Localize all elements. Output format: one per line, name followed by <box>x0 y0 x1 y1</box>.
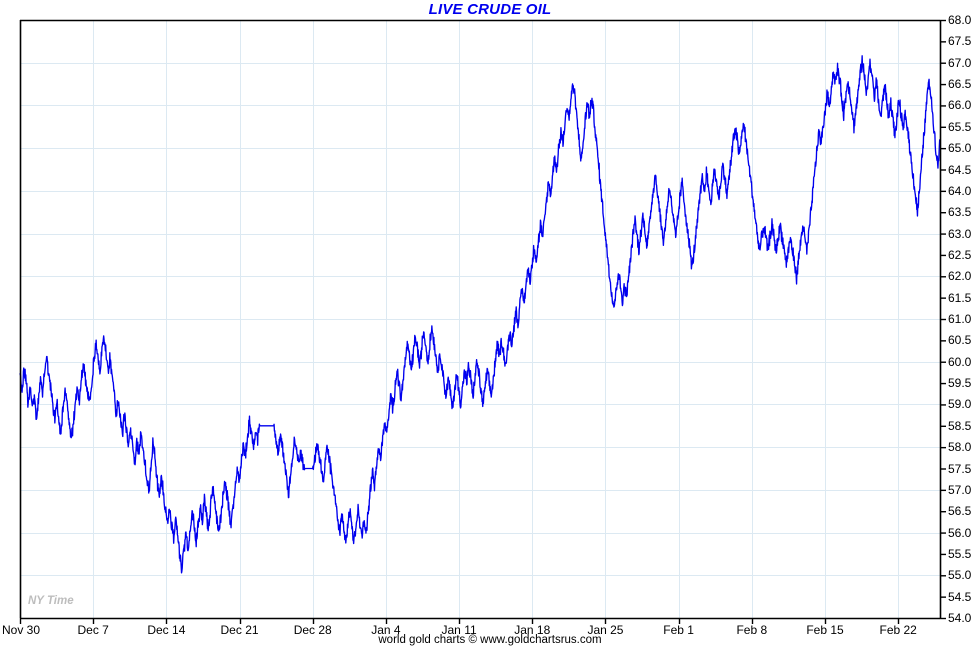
y-axis-tick-label: 62.0 <box>948 269 972 284</box>
x-axis-tick-label: Feb 8 <box>736 623 768 637</box>
y-axis-tick-label: 65.5 <box>948 119 972 134</box>
y-axis-tick-label: 57.5 <box>948 461 972 476</box>
x-axis-tick-label: Feb 1 <box>663 623 694 637</box>
x-axis-tick-label: Feb 15 <box>806 623 844 637</box>
y-axis-tick-label: 61.0 <box>948 312 972 326</box>
y-axis-tick-label: 62.5 <box>948 247 972 262</box>
y-axis-tick-label: 55.5 <box>948 546 972 561</box>
y-axis-tick-label: 54.0 <box>948 611 972 625</box>
y-axis-tick-label: 54.5 <box>948 589 972 604</box>
footer-credit: world gold charts © www.goldchartsrus.co… <box>378 634 602 646</box>
y-axis-tick-label: 59.0 <box>948 397 972 412</box>
y-axis-tick-label: 66.5 <box>948 77 972 92</box>
y-axis-tick-label: 59.5 <box>948 376 972 391</box>
y-axis-tick-label: 67.5 <box>948 34 972 49</box>
y-axis-tick-label: 58.5 <box>948 418 972 433</box>
y-axis-tick-label: 64.5 <box>948 162 972 177</box>
y-axis-tick-label: 57.0 <box>948 482 972 497</box>
x-axis-tick-label: Jan 25 <box>587 623 624 637</box>
x-axis-tick-label: Jan 18 <box>514 623 551 637</box>
y-axis-tick-label: 63.5 <box>948 205 972 220</box>
timezone-watermark: NY Time <box>28 595 74 607</box>
x-axis-tick-label: Nov 30 <box>2 623 41 637</box>
x-axis-tick-label: Feb 22 <box>879 623 917 637</box>
x-axis-tick-label: Dec 21 <box>220 623 259 637</box>
x-axis-tick-label: Jan 4 <box>371 623 401 637</box>
x-axis-tick-label: Dec 28 <box>293 623 332 637</box>
y-axis-tick-label: 60.5 <box>948 333 972 348</box>
x-axis-tick-label: Dec 14 <box>147 623 186 637</box>
page-title: LIVE CRUDE OIL <box>428 1 552 18</box>
y-axis-tick-label: 58.0 <box>948 440 972 455</box>
y-axis-tick-label: 68.0 <box>948 13 972 27</box>
y-axis-tick-label: 66.0 <box>948 98 972 113</box>
y-axis-tick-label: 56.0 <box>948 525 972 540</box>
y-axis-tick-label: 65.0 <box>948 141 972 156</box>
x-axis-tick-label: Dec 7 <box>77 623 109 637</box>
y-axis-tick-label: 61.5 <box>948 290 972 305</box>
y-axis-tick-label: 64.0 <box>948 183 972 198</box>
y-axis-tick-label: 67.0 <box>948 55 972 70</box>
y-axis-tick-label: 63.0 <box>948 226 972 241</box>
x-axis-tick-label: Jan 11 <box>441 623 477 637</box>
y-axis-tick-label: 55.0 <box>948 568 972 583</box>
y-axis-tick-label: 60.0 <box>948 354 972 369</box>
y-axis-tick-label: 56.5 <box>948 504 972 519</box>
